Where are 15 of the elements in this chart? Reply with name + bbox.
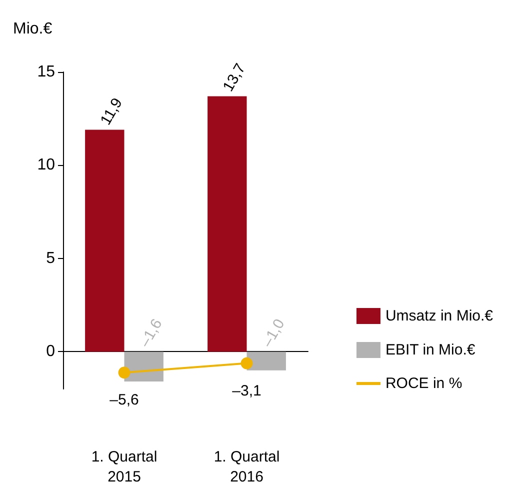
legend-label: EBIT in Mio.€ (385, 342, 476, 358)
bar (208, 96, 247, 352)
legend-label: Umsatz in Mio.€ (385, 308, 494, 324)
data-label: –3,1 (232, 382, 262, 400)
bar (85, 130, 124, 352)
bar (246, 352, 286, 370)
y-tick-label: 15 (37, 64, 56, 80)
x-tick-label: 1. Quartal 2015 (91, 448, 158, 486)
y-axis-title: Mio.€ (13, 20, 52, 38)
y-tick-label: 10 (37, 156, 56, 174)
y-tick-label: 0 (46, 343, 56, 360)
data-label: –5,6 (110, 392, 139, 409)
legend-label: ROCE in % (385, 375, 462, 392)
y-tick-label: 5 (46, 250, 56, 267)
x-tick-label: 1. Quartal 2016 (214, 448, 280, 486)
